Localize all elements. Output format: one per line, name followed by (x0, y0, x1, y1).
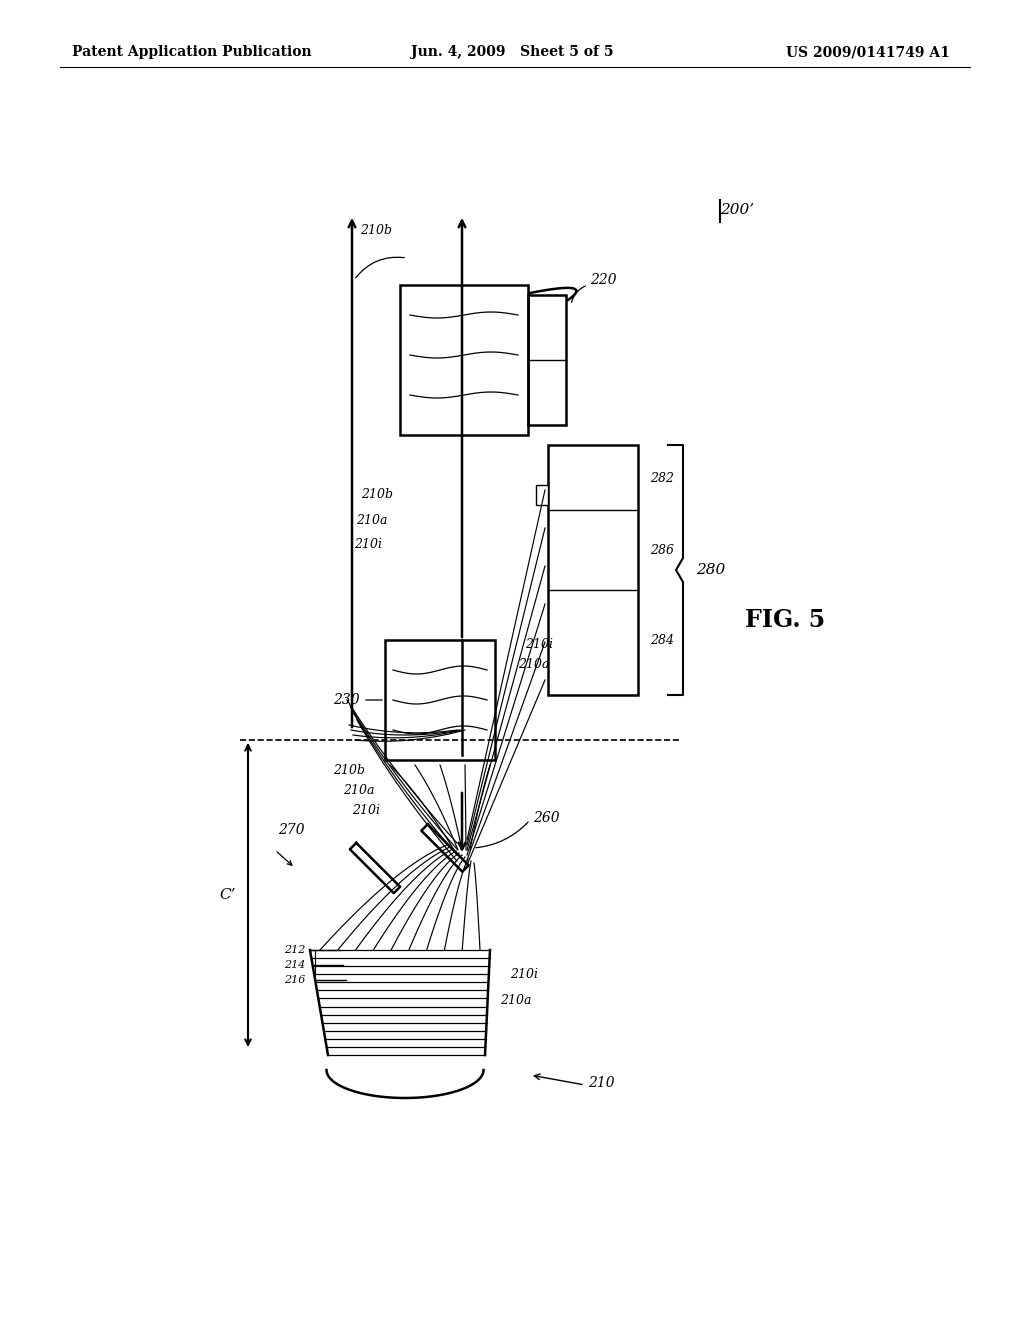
Text: 200’: 200’ (720, 203, 754, 216)
Text: US 2009/0141749 A1: US 2009/0141749 A1 (786, 45, 950, 59)
Text: 270: 270 (278, 822, 304, 837)
Text: 230: 230 (334, 693, 360, 708)
Bar (548, 445, 638, 696)
Text: 260: 260 (534, 810, 560, 825)
Text: 284: 284 (650, 634, 674, 647)
Text: 210: 210 (588, 1076, 614, 1090)
Text: 210a: 210a (518, 659, 550, 672)
Text: 210b: 210b (333, 763, 365, 776)
Text: 210a: 210a (356, 513, 388, 527)
Bar (528, 294, 566, 425)
Text: 210b: 210b (360, 223, 392, 236)
Text: 210a: 210a (343, 784, 375, 796)
Text: 210i: 210i (352, 804, 380, 817)
Text: 210b: 210b (361, 488, 393, 502)
Text: Patent Application Publication: Patent Application Publication (72, 45, 311, 59)
Text: 286: 286 (650, 544, 674, 557)
Bar (385, 640, 495, 760)
Text: 212: 212 (284, 945, 305, 954)
Text: 210a: 210a (500, 994, 531, 1006)
Text: Jun. 4, 2009   Sheet 5 of 5: Jun. 4, 2009 Sheet 5 of 5 (411, 45, 613, 59)
Text: 210i: 210i (354, 539, 382, 552)
Text: 210i: 210i (510, 969, 538, 982)
Text: C’: C’ (219, 888, 236, 902)
Bar (400, 285, 528, 436)
Text: 282: 282 (650, 471, 674, 484)
Text: 210i: 210i (525, 639, 553, 652)
Text: 214: 214 (284, 960, 305, 970)
Text: 280: 280 (696, 564, 725, 577)
Bar (536, 484, 548, 506)
Text: 220: 220 (590, 273, 616, 286)
Text: FIG. 5: FIG. 5 (745, 609, 825, 632)
Text: 216: 216 (284, 975, 305, 985)
